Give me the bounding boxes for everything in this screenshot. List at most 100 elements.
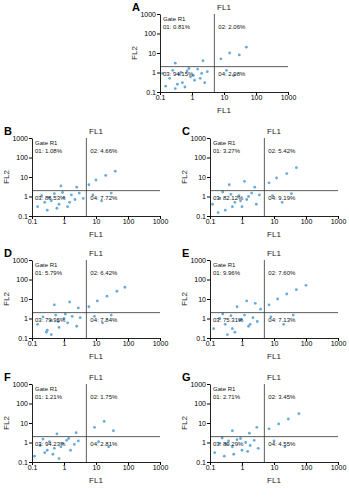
y-tick-label: 1000 — [12, 135, 28, 142]
x-tick-label: 1 — [63, 340, 67, 347]
event-dot — [245, 198, 248, 201]
quadrant-label: 04: 4.55% — [268, 441, 296, 447]
y-tick-label: 10 — [198, 174, 206, 181]
x-tick: 1 — [241, 462, 245, 471]
y-tick: 0.1 — [18, 459, 32, 466]
x-tick: 0.1 — [28, 338, 38, 347]
panel-texts: FL1BFL1FL2Gate R101: 1.08%02: 4.66%03: 8… — [2, 125, 118, 239]
event-dot — [228, 183, 231, 186]
panel-letter: A — [132, 1, 140, 13]
y-tick-label: 1000 — [140, 11, 156, 18]
event-dot — [46, 449, 49, 452]
x-axis-title: FL1 — [267, 352, 281, 361]
event-dot — [268, 303, 271, 306]
y-axis-title: FL2 — [2, 292, 11, 306]
panel-letter: B — [4, 125, 12, 137]
event-dot — [36, 323, 39, 326]
event-dot — [249, 323, 252, 326]
y-tick-mark — [29, 384, 32, 385]
gate-label: Gate R1 — [213, 140, 236, 146]
y-tick: 1 — [202, 439, 210, 446]
event-dot — [69, 449, 72, 452]
x-tick: 1000 — [153, 216, 169, 225]
y-tick-mark — [207, 138, 210, 139]
x-tick: 1 — [191, 92, 195, 101]
y-axis-line — [32, 385, 33, 463]
panel: 0.111010010000.11101001000FL1FFL1FL2Gate… — [2, 371, 168, 485]
y-tick-mark — [157, 73, 160, 74]
x-tick-label: 1000 — [153, 464, 169, 471]
panel: 0.111010010000.11101001000FL1AFL1FL2Gate… — [130, 1, 296, 115]
panel-texts: FL1DFL1FL2Gate R101: 5.79%02: 6.42%03: 7… — [2, 247, 118, 361]
event-dot — [45, 331, 48, 334]
y-tick-label: 1000 — [12, 257, 28, 264]
event-dot — [164, 85, 167, 88]
panel-title: FL1 — [267, 127, 281, 136]
event-dot — [257, 447, 260, 450]
event-dot — [53, 303, 56, 306]
event-dot — [226, 333, 229, 336]
quadrant-label: 02: 1.75% — [90, 394, 118, 400]
x-tick-label: 10 — [93, 464, 101, 471]
panel-title: FL1 — [217, 3, 231, 12]
y-axis-line — [32, 261, 33, 339]
event-dot — [116, 290, 119, 293]
y-tick-mark — [207, 319, 210, 320]
y-tick-mark — [29, 280, 32, 281]
event-dot — [114, 170, 117, 173]
y-tick-label: 1 — [202, 439, 206, 446]
event-dot — [253, 186, 256, 189]
x-tick: 100 — [123, 216, 135, 225]
x-tick: 10 — [271, 462, 279, 471]
panel-letter: G — [182, 371, 191, 383]
x-tick-label: 1000 — [331, 218, 347, 225]
x-axis-title: FL1 — [89, 352, 103, 361]
x-tick: 0.1 — [28, 216, 38, 225]
event-dot — [236, 305, 239, 308]
y-tick: 1000 — [190, 257, 210, 264]
event-dot — [217, 211, 220, 214]
event-dot — [112, 429, 115, 432]
y-tick-mark — [29, 216, 32, 217]
x-tick: 100 — [301, 216, 313, 225]
event-dot — [206, 70, 209, 73]
panel-texts: FL1AFL1FL2Gate R101: 0.81%02: 2.06%03: 9… — [130, 1, 246, 115]
y-tick-mark — [207, 338, 210, 339]
event-dot — [232, 453, 235, 456]
plot-area — [32, 260, 160, 338]
x-tick-label: 0.1 — [28, 340, 38, 347]
y-tick-mark — [29, 177, 32, 178]
y-tick: 1000 — [12, 381, 32, 388]
y-tick-mark — [29, 260, 32, 261]
panel: 0.111010010000.11101001000FL1EFL1FL2Gate… — [180, 247, 346, 361]
y-tick-mark — [207, 158, 210, 159]
y-tick: 1 — [24, 439, 32, 446]
y-tick-label: 0.1 — [18, 335, 28, 342]
event-dot — [211, 203, 214, 206]
event-dot — [231, 205, 234, 208]
event-dot — [184, 86, 187, 89]
event-dot — [196, 68, 199, 71]
y-tick-label: 0.1 — [18, 459, 28, 466]
x-tick: 1000 — [331, 216, 347, 225]
gate-line-x — [214, 14, 215, 92]
y-tick: 100 — [16, 276, 32, 283]
x-tick-label: 0.1 — [206, 340, 216, 347]
quadrant-label: 02: 2.06% — [218, 24, 246, 30]
quadrant-label: 04: 9.19% — [268, 195, 296, 201]
panel: 0.111010010000.11101001000FL1CFL1FL2Gate… — [180, 125, 346, 239]
event-dot — [46, 209, 49, 212]
quadrant-label: 02: 5.42% — [268, 148, 296, 154]
y-tick-mark — [29, 197, 32, 198]
x-tick-label: 10 — [271, 340, 279, 347]
y-tick: 10 — [198, 420, 210, 427]
y-tick: 1 — [24, 193, 32, 200]
x-axis: 0.11101001000 — [28, 462, 169, 471]
event-dot — [224, 209, 227, 212]
y-axis: 0.11101001000 — [12, 381, 32, 466]
panel-texts: FL1GFL1FL2Gate R101: 2.71%02: 3.45%03: 8… — [180, 371, 296, 485]
y-tick: 100 — [194, 276, 210, 283]
event-dot — [277, 422, 280, 425]
x-tick: 0.1 — [206, 216, 216, 225]
y-tick-label: 100 — [194, 154, 206, 161]
